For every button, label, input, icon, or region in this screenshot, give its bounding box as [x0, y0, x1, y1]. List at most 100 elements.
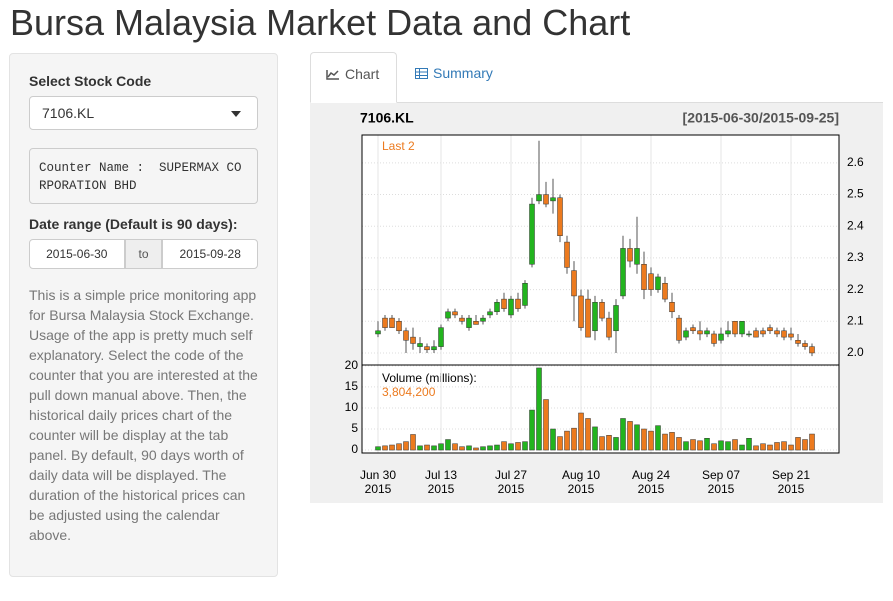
volume-bar: [753, 445, 759, 451]
candle-body: [732, 321, 738, 335]
volume-bar: [711, 443, 717, 451]
volume-bar: [480, 446, 486, 451]
x-tick-year: 2015: [365, 482, 392, 496]
stock-value: 7106.KL: [42, 105, 95, 121]
y-tick-label: 2.6: [847, 155, 864, 169]
candle-body: [620, 248, 626, 297]
volume-bar: [627, 421, 633, 451]
volume-bar: [732, 439, 738, 451]
candle-body: [522, 283, 528, 306]
candle-body: [725, 330, 731, 335]
y-tick-label: 2.1: [847, 313, 864, 327]
candle-body: [781, 330, 787, 338]
volume-bar: [501, 441, 507, 451]
counter-name: Counter Name : SUPERMAX CORPORATION BHD: [29, 148, 258, 204]
volume-bar: [788, 444, 794, 451]
volume-bar: [424, 444, 430, 451]
candle-body: [683, 330, 689, 338]
volume-bar: [585, 418, 591, 451]
candle-body: [543, 194, 549, 205]
candle-body: [452, 311, 458, 316]
volume-bar: [396, 443, 402, 451]
candle-body: [802, 343, 808, 347]
x-tick-label: Aug 24: [632, 468, 670, 482]
candle-body: [655, 276, 661, 290]
volume-bar: [564, 430, 570, 451]
x-tick-label: Jul 13: [425, 468, 457, 482]
chart-tab[interactable]: Chart: [310, 52, 397, 103]
chart-title: 7106.KL: [360, 110, 414, 126]
plot-background: [362, 135, 839, 453]
app-title: Bursa Malaysia Market Data and Chart: [10, 2, 631, 43]
candle-body: [494, 302, 500, 313]
candle-body: [473, 321, 479, 325]
volume-bar: [613, 437, 619, 451]
x-tick-year: 2015: [778, 482, 805, 496]
volume-bar: [795, 437, 801, 451]
candle-body: [795, 340, 801, 344]
date-end[interactable]: 2015-09-28: [162, 239, 258, 269]
candle-body: [403, 330, 409, 341]
date-label: Date range (Default is 90 days):: [29, 216, 238, 232]
date-range: 2015-06-30 to 2015-09-28: [29, 239, 258, 269]
volume-bar: [557, 436, 563, 451]
x-tick-label: Sep 21: [772, 468, 810, 482]
help-text: This is a simple price monitoring app fo…: [29, 287, 258, 543]
volume-bar: [648, 430, 654, 451]
volume-bar: [578, 412, 584, 451]
y-tick-label: 2.4: [847, 218, 864, 232]
candle-body: [501, 298, 507, 309]
candle-body: [396, 321, 402, 332]
candle-body: [480, 317, 486, 322]
candle-body: [662, 283, 668, 300]
last-volume-label: 3,804,200: [382, 385, 436, 399]
select-caret: [231, 111, 241, 117]
candle-body: [627, 248, 633, 262]
candle-body: [445, 311, 451, 319]
candle-body: [599, 302, 605, 319]
y-tick-label: 2.0: [847, 345, 864, 359]
y-tick-label: 2.2: [847, 282, 864, 296]
volume-bar: [676, 437, 682, 451]
candle-body: [459, 317, 465, 322]
candle-body: [669, 302, 675, 313]
volume-bar: [410, 434, 416, 451]
volume-tick-label: 0: [351, 442, 358, 456]
volume-title: Volume (millions):: [382, 371, 477, 385]
x-tick-year: 2015: [428, 482, 455, 496]
volume-frame: [361, 364, 840, 454]
volume-bar: [634, 424, 640, 451]
candle-body: [676, 317, 682, 341]
summary-tab[interactable]: Summary: [415, 52, 493, 103]
volume-bar: [452, 443, 458, 451]
volume-bar: [690, 439, 696, 451]
candle-body: [564, 241, 570, 268]
tab-label: Summary: [433, 65, 493, 81]
candle-body: [438, 327, 444, 347]
candle-body: [382, 317, 388, 328]
candle-body: [431, 346, 437, 351]
candle-body: [753, 330, 759, 338]
candle-body: [739, 321, 745, 335]
volume-bar: [592, 426, 598, 451]
volume-bar: [781, 441, 787, 451]
candle-body: [375, 330, 381, 335]
candle-body: [634, 248, 640, 265]
volume-bar: [641, 428, 647, 451]
volume-bar: [473, 447, 479, 451]
x-tick-label: Jul 27: [495, 468, 527, 482]
candle-body: [606, 317, 612, 338]
candle-body: [711, 333, 717, 344]
volume-bar: [515, 442, 521, 451]
date-start[interactable]: 2015-06-30: [29, 239, 125, 269]
volume-bar: [725, 441, 731, 451]
volume-bar: [802, 439, 808, 451]
stock-select[interactable]: 7106.KL: [29, 96, 258, 130]
volume-bar: [375, 446, 381, 451]
candle-body: [641, 264, 647, 290]
volume-bar: [438, 443, 444, 451]
range-label: [2015-06-30/2015-09-25]: [683, 110, 839, 126]
date-sep: to: [124, 239, 163, 269]
candle-body: [767, 327, 773, 332]
candle-body: [557, 197, 563, 236]
